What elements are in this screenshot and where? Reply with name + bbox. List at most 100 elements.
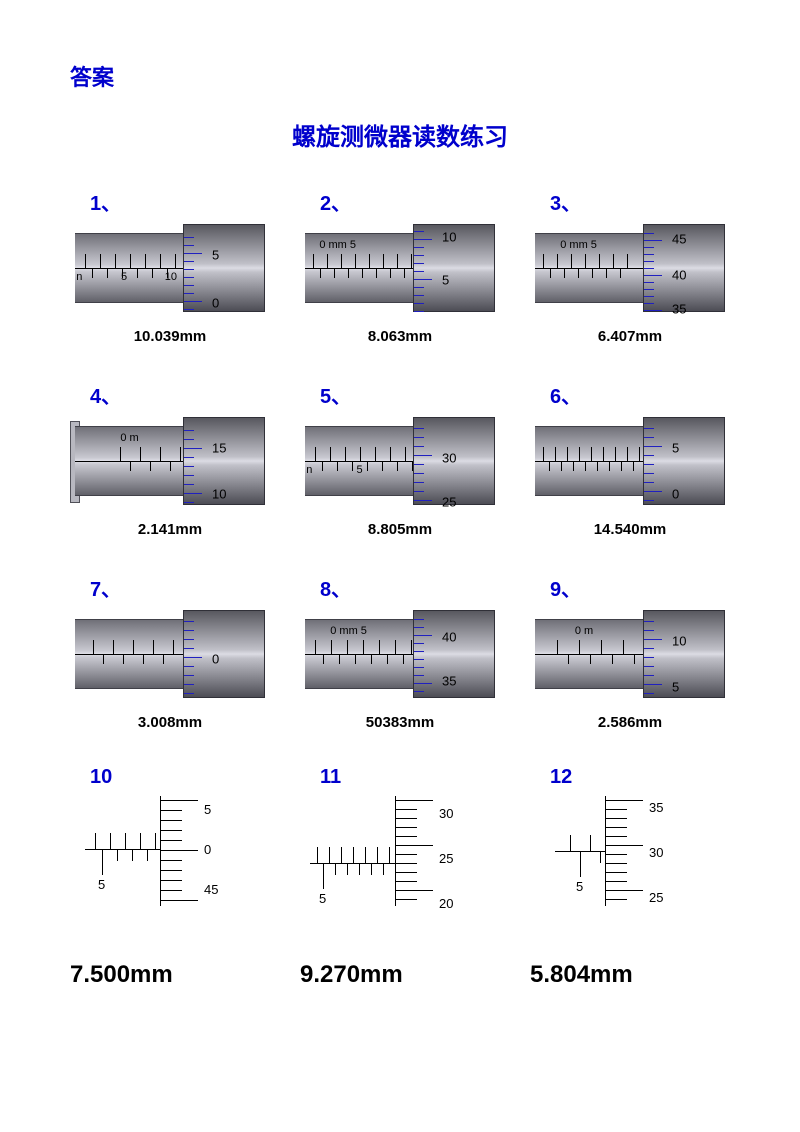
sleeve-edge-label: 10: [165, 271, 177, 283]
thimble-tick: [605, 818, 627, 819]
sleeve-tick: [315, 640, 316, 654]
sleeve-half-tick: [568, 654, 569, 664]
thimble-tick: [184, 309, 194, 310]
thimble-tick: [644, 428, 654, 429]
sleeve-half-tick: [137, 268, 138, 278]
item-number: 8、: [320, 573, 500, 602]
sleeve-half-tick: [348, 268, 349, 278]
thimble-tick: [644, 240, 662, 241]
sleeve-tick: [345, 447, 346, 461]
sleeve: [535, 426, 645, 496]
sleeve-half-tick: [355, 654, 356, 664]
exercise-cell: 4、0 m15102.141mm: [70, 380, 270, 538]
sleeve-ticks-bottom: [535, 461, 644, 475]
sleeve-half-tick: [382, 461, 383, 471]
sleeve-half-tick: [347, 863, 348, 875]
sleeve-tick: [369, 254, 370, 268]
thimble-tick: [414, 455, 432, 456]
thimble-tick: [644, 455, 654, 456]
thimble-tick: [160, 840, 182, 841]
thimble-tick: [184, 684, 194, 685]
thimble: 105: [643, 610, 725, 698]
sleeve-half-tick: [132, 849, 133, 861]
thimble-tick: [414, 231, 424, 232]
sleeve-tick: [140, 833, 141, 849]
thimble-tick: [184, 245, 194, 246]
sleeve-tick: [140, 447, 141, 461]
thimble-tick: [395, 818, 417, 819]
sleeve-half-tick: [550, 268, 551, 278]
sleeve-half-tick: [152, 268, 153, 278]
sleeve-tick: [375, 447, 376, 461]
micrometer-diagram: 5n3025: [305, 411, 495, 511]
sleeve-half-tick: [633, 461, 634, 471]
thimble-tick: [644, 473, 654, 474]
sleeve-half-tick: [339, 654, 340, 664]
item-number: 7、: [90, 573, 270, 602]
thimble-tick: [605, 872, 627, 873]
thimble-scale-label: 5: [204, 802, 211, 817]
sleeve-half-tick: [103, 654, 104, 664]
sleeve-tick: [571, 254, 572, 268]
thimble-tick: [605, 899, 627, 900]
sleeve-tick: [570, 835, 571, 851]
exercise-cell: 7、03.008mm: [70, 573, 270, 731]
micrometer-lineart: 5302520: [305, 791, 495, 911]
thimble-tick: [414, 651, 424, 652]
sleeve-ticks-bottom: [305, 654, 414, 668]
thimble-tick: [184, 430, 194, 431]
thimble-tick: [644, 247, 654, 248]
thimble-tick: [605, 845, 643, 846]
sleeve-tick: [341, 254, 342, 268]
thimble-tick: [644, 275, 662, 276]
sleeve-ticks-top: [535, 254, 644, 268]
item-number: 6、: [550, 380, 730, 409]
sleeve-half-tick: [580, 851, 581, 877]
thimble-tick: [395, 800, 433, 801]
sleeve-half-tick: [592, 268, 593, 278]
thimble-tick: [160, 860, 182, 861]
sleeve-tick: [639, 447, 640, 461]
sleeve-edge-label: n: [76, 271, 82, 283]
sleeve-bottom-label: 5: [576, 879, 583, 894]
sleeve-tick: [347, 640, 348, 654]
sleeve-tick: [175, 254, 176, 268]
micrometer-lineart: 55045: [75, 791, 265, 911]
sleeve-ticks-top: [75, 640, 184, 654]
answer-value: 7.500mm: [70, 961, 270, 989]
thimble-tick: [160, 880, 182, 881]
sleeve-tick: [331, 640, 332, 654]
thimble-scale-label: 10: [212, 487, 226, 502]
thimble-tick: [644, 268, 654, 269]
sleeve-ticks-bottom: [535, 654, 644, 668]
sleeve-tick: [579, 640, 580, 654]
micrometer-diagram: 0 m105: [535, 604, 725, 704]
sleeve-half-tick: [387, 654, 388, 664]
thimble-tick: [184, 277, 194, 278]
micrometer-diagram: 0 mm 54035: [305, 604, 495, 704]
sleeve-half-tick: [590, 654, 591, 664]
answer-value: 10.039mm: [70, 328, 270, 345]
thimble-tick: [395, 854, 417, 855]
sleeve-tick: [390, 447, 391, 461]
thimble-tick: [414, 683, 432, 684]
micrometer-diagram: 0 m1510: [75, 411, 265, 511]
thimble-tick: [414, 437, 424, 438]
sleeve-half-tick: [170, 461, 171, 471]
page: 答案 螺旋测微器读数练习 1、5n105010.039mm2、0 mm 5105…: [0, 0, 800, 1029]
answer-value: 9.270mm: [300, 961, 500, 989]
sleeve-half-tick: [600, 851, 601, 863]
sleeve-half-tick: [383, 863, 384, 875]
thimble-tick: [184, 502, 194, 503]
thimble-tick: [644, 254, 654, 255]
sleeve-half-tick: [376, 268, 377, 278]
sleeve-tick: [601, 640, 602, 654]
sleeve-half-tick: [585, 461, 586, 471]
sleeve-scale-label: 5: [121, 271, 127, 283]
thimble-tick: [414, 464, 424, 465]
sleeve-ticks-bottom: [305, 268, 414, 282]
sleeve-tick: [395, 640, 396, 654]
sleeve-half-tick: [390, 268, 391, 278]
sleeve-half-tick: [150, 461, 151, 471]
thimble-scale-label: 35: [649, 800, 663, 815]
